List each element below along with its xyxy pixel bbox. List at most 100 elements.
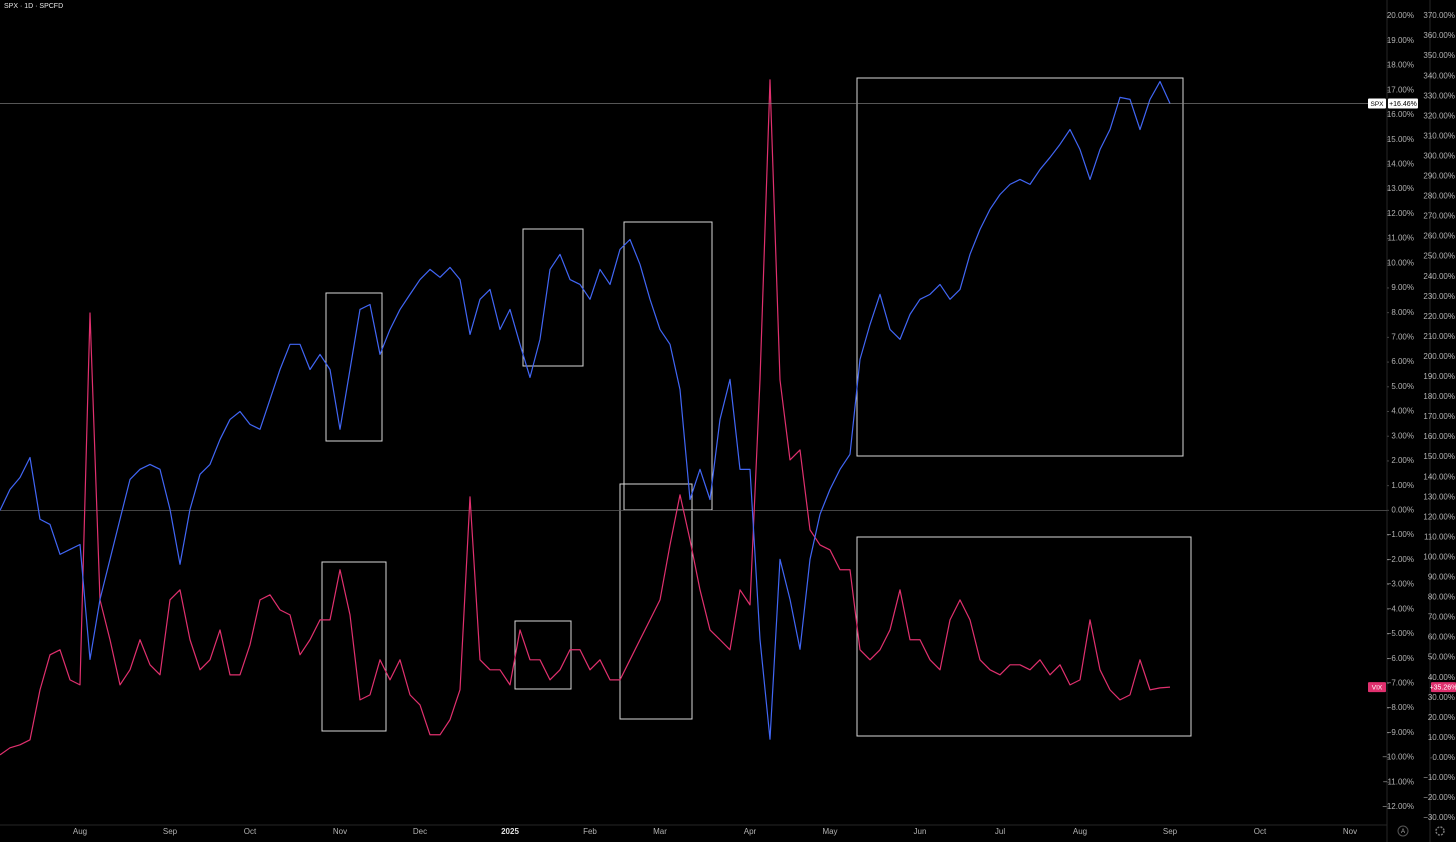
series-name: VIX [1372, 684, 1383, 691]
y-tick-label: 320.00% [1423, 111, 1455, 120]
series-name: SPX [1370, 101, 1384, 108]
y-tick-label: 300.00% [1423, 151, 1455, 160]
annotation-box [321, 561, 387, 732]
y-tick-label: 120.00% [1423, 512, 1455, 521]
y-tick-label: 140.00% [1423, 472, 1455, 481]
x-tick-label: Dec [413, 827, 427, 836]
y-tick-label: 190.00% [1423, 372, 1455, 381]
y-tick-label: 18.00% [1387, 61, 1414, 70]
last-value-badge [1431, 682, 1456, 693]
auto-scale-label[interactable]: A [1401, 829, 1405, 835]
last-value-badge [1388, 98, 1418, 109]
y-tick-label: 270.00% [1423, 212, 1455, 221]
annotation-box [325, 292, 383, 442]
y-tick-label: 250.00% [1423, 252, 1455, 261]
y-tick-label: −12.00% [1382, 802, 1414, 811]
y-tick-label: 180.00% [1423, 392, 1455, 401]
y-tick-label: 0.00% [1391, 505, 1414, 514]
y-tick-label: 0.00% [1432, 753, 1455, 762]
y-tick-label: 210.00% [1423, 332, 1455, 341]
y-tick-label: 20.00% [1428, 713, 1455, 722]
y-tick-label: −20.00% [1423, 793, 1455, 802]
y-tick-label: −10.00% [1382, 753, 1414, 762]
y-tick-label: 10.00% [1387, 258, 1414, 267]
y-tick-label: 19.00% [1387, 36, 1414, 45]
last-value-label: +16.46% [1389, 101, 1417, 108]
y-tick-label: −11.00% [1383, 777, 1414, 786]
auto-scale-button[interactable] [1397, 825, 1409, 837]
y-tick-label: −1.00% [1387, 530, 1414, 539]
y-tick-label: 260.00% [1423, 232, 1455, 241]
y-tick-label: 100.00% [1423, 552, 1455, 561]
y-tick-label: 150.00% [1423, 452, 1455, 461]
y-tick-label: 330.00% [1423, 91, 1455, 100]
x-tick-label: Mar [653, 827, 667, 836]
series-line [0, 79, 1171, 756]
y-tick-label: 5.00% [1391, 382, 1414, 391]
x-tick-label: Oct [1254, 827, 1267, 836]
y-tick-label: 12.00% [1387, 209, 1414, 218]
y-tick-label: 160.00% [1423, 432, 1455, 441]
y-tick-label: 20.00% [1387, 11, 1414, 20]
annotation-box [856, 536, 1192, 737]
y-tick-label: 4.00% [1391, 407, 1414, 416]
x-tick-label: May [822, 827, 837, 836]
y-tick-label: 170.00% [1423, 412, 1455, 421]
annotation-boxes [321, 77, 1192, 737]
y-tick-label: 70.00% [1428, 613, 1455, 622]
y-tick-label: 10.00% [1428, 733, 1455, 742]
y-tick-label: 13.00% [1387, 184, 1414, 193]
x-tick-label: Feb [583, 827, 597, 836]
y-tick-label: −8.00% [1387, 703, 1414, 712]
y-tick-label: −4.00% [1387, 604, 1414, 613]
y-tick-label: 17.00% [1387, 85, 1414, 94]
x-tick-label: Oct [244, 827, 257, 836]
y-tick-label: −7.00% [1387, 678, 1414, 687]
y-tick-label: −9.00% [1387, 728, 1414, 737]
y-tick-label: 40.00% [1428, 673, 1455, 682]
y-tick-label: 370.00% [1423, 11, 1455, 20]
y-tick-label: −30.00% [1423, 813, 1455, 822]
annotation-box [856, 77, 1184, 457]
y-tick-label: 80.00% [1428, 593, 1455, 602]
annotation-box [619, 483, 693, 720]
y-tick-label: 11.00% [1387, 234, 1414, 243]
x-tick-label: Aug [73, 827, 87, 836]
x-tick-label: Apr [744, 827, 757, 836]
x-tick-label: Nov [333, 827, 347, 836]
y-tick-label: −6.00% [1387, 654, 1414, 663]
y-tick-label: 90.00% [1428, 573, 1455, 582]
settings-button[interactable] [1435, 826, 1445, 836]
y-tick-label: 50.00% [1428, 653, 1455, 662]
x-tick-label: Jun [914, 827, 927, 836]
y-tick-label: 2.00% [1391, 456, 1414, 465]
series-line [0, 80, 1171, 740]
series-name-badge [1368, 682, 1386, 693]
y-tick-label: 350.00% [1423, 51, 1455, 60]
y-tick-label: 220.00% [1423, 312, 1455, 321]
y-tick-label: 110.00% [1424, 532, 1455, 541]
y-tick-label: 8.00% [1391, 308, 1414, 317]
y-tick-label: 15.00% [1387, 135, 1414, 144]
x-tick-label: Jul [995, 827, 1005, 836]
y-tick-label: 340.00% [1423, 71, 1455, 80]
y-tick-label: 200.00% [1423, 352, 1455, 361]
x-tick-label: Nov [1343, 827, 1357, 836]
last-value-label: +35.26% [1430, 684, 1456, 691]
y-tick-label: 3.00% [1391, 431, 1414, 440]
y-tick-label: 230.00% [1423, 292, 1455, 301]
y-tick-label: 130.00% [1423, 492, 1455, 501]
y-tick-label: 1.00% [1391, 481, 1414, 490]
y-tick-label: 310.00% [1423, 131, 1455, 140]
y-tick-label: 60.00% [1428, 633, 1455, 642]
y-tick-label: 9.00% [1391, 283, 1414, 292]
chart-title: SPX · 1D · SPCFD [4, 3, 63, 10]
x-tick-label: 2025 [501, 827, 519, 836]
y-tick-label: −2.00% [1387, 555, 1414, 564]
y-tick-label: 30.00% [1428, 693, 1455, 702]
x-tick-label: Aug [1073, 827, 1087, 836]
series-name-badge [1368, 98, 1386, 109]
x-tick-label: Sep [1163, 827, 1178, 836]
